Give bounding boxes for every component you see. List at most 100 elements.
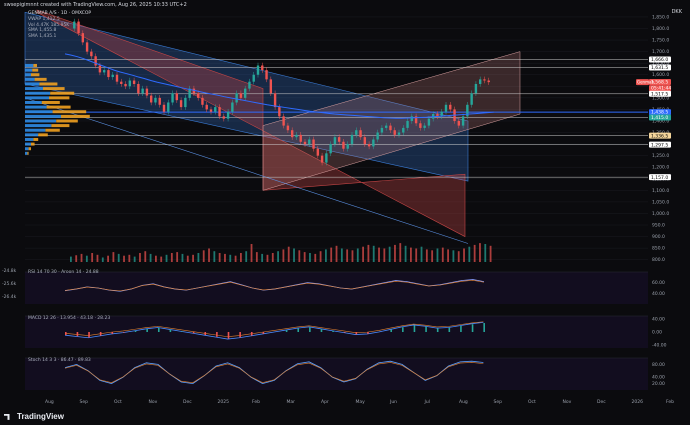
x-tick-label: Feb [252,399,260,405]
volume-profile-bar [46,105,71,109]
volume-profile-bar [25,77,35,81]
volume-bar [91,253,94,262]
volume-bar [170,253,173,262]
candle-body [196,93,200,98]
volume-bar [202,250,205,262]
candle-body [389,125,392,131]
macd-histogram-bar [390,329,393,332]
rsi-pane-label: RSI 14 70 30 · Aroon 14 · 24.88 [28,270,99,275]
macd-pane [25,316,648,348]
legend-line: VWAP 1,412.5 [28,16,60,22]
candle-body [201,97,204,105]
volume-bar [399,243,402,262]
volume-profile-bar [25,63,34,67]
macd-tick: 40.00 [652,317,665,323]
x-tick-label: Jun [389,399,397,405]
volume-bar [261,253,264,262]
volume-bar [425,249,428,262]
x-tick-label: 2026 [632,399,644,405]
candle-body [367,144,371,147]
volume-bar [112,252,115,262]
logo-text: TradingView [17,412,64,421]
volume-bar [468,246,471,262]
volume-bar [155,255,157,262]
volume-bar [394,244,396,262]
candle-body [209,109,213,112]
y-tick-label: 1,600.0 [652,72,669,78]
x-tick-label: Apr [321,399,329,405]
y-tick-label: 1,650.0 [652,61,669,67]
y-tick-label: 1,250.0 [652,153,669,159]
candle-body [145,88,149,96]
volume-bar [378,247,380,262]
volume-bar [415,248,418,262]
volume-profile-bar [50,91,75,95]
candle-body [461,116,465,126]
candle-body [179,100,183,108]
volume-bar [404,245,407,262]
rsi-left-tick: -25.6k [2,281,17,287]
candle-body [239,93,243,98]
candle-body [73,21,76,29]
candle-body [325,153,328,163]
volume-bar [75,255,78,262]
volume-profile-bar [61,114,90,118]
price-label: 1,297.5 [651,142,668,148]
volume-bar [250,244,253,262]
macd-histogram-bar [297,328,300,332]
price-label: 1,666.0 [651,57,668,63]
candle-body [273,93,277,108]
y-tick-label: 1,400.0 [652,118,669,124]
macd-histogram-bar [483,323,485,332]
volume-bar [117,253,120,262]
macd-histogram-bar [204,332,207,335]
volume-bar [314,253,317,262]
candle-body [77,21,80,34]
price-label-box [649,114,671,121]
y-tick-label: 1,000.0 [652,211,669,217]
macd-histogram-bar [227,332,230,339]
blue-channel [24,11,469,182]
volume-profile-bar [39,82,58,86]
volume-profile-bar [28,147,31,151]
price-label: 1,438.5 [651,110,668,116]
macd-histogram-bar [320,329,323,332]
candle-body [252,74,255,82]
volume-profile-bar [33,137,39,141]
candle-body [350,134,354,145]
volume-bar [351,250,354,262]
candle-body [243,88,247,98]
volume-bar [282,249,285,262]
rising-channel [262,51,521,191]
volume-bar [489,245,492,262]
volume-bar [213,251,216,262]
volume-bar [309,253,311,262]
volume-bar [340,248,343,262]
blue-channel-lower-line [24,97,469,244]
symbol-tag: Genmab [637,80,654,85]
stoch-signal [64,362,484,383]
candle-body [363,137,367,145]
volume-bar [144,251,147,262]
volume-profile-bar [25,82,40,86]
stoch-pane [25,358,648,390]
volume-bar [133,256,136,262]
volume-bar [473,244,476,262]
candle-body [235,93,238,103]
candle-body [124,83,127,87]
candle-body [487,80,490,83]
tradingview-logo: TradingView [4,412,64,421]
y-tick-label: 1,050.0 [652,199,669,205]
volume-bar [293,248,295,262]
candle-body [265,70,268,80]
legend-line: SMA 1,435.1 [28,34,57,40]
volume-bar [255,252,258,262]
volume-profile-bar [25,151,28,155]
volume-bar [101,257,104,262]
macd-pane-label: MACD 12 26 · 13.954 · 43.18 · 28.23 [28,316,111,321]
volume-bar [463,248,465,262]
price-label-box [649,141,671,148]
price-label: 1,568.5 [651,80,668,86]
